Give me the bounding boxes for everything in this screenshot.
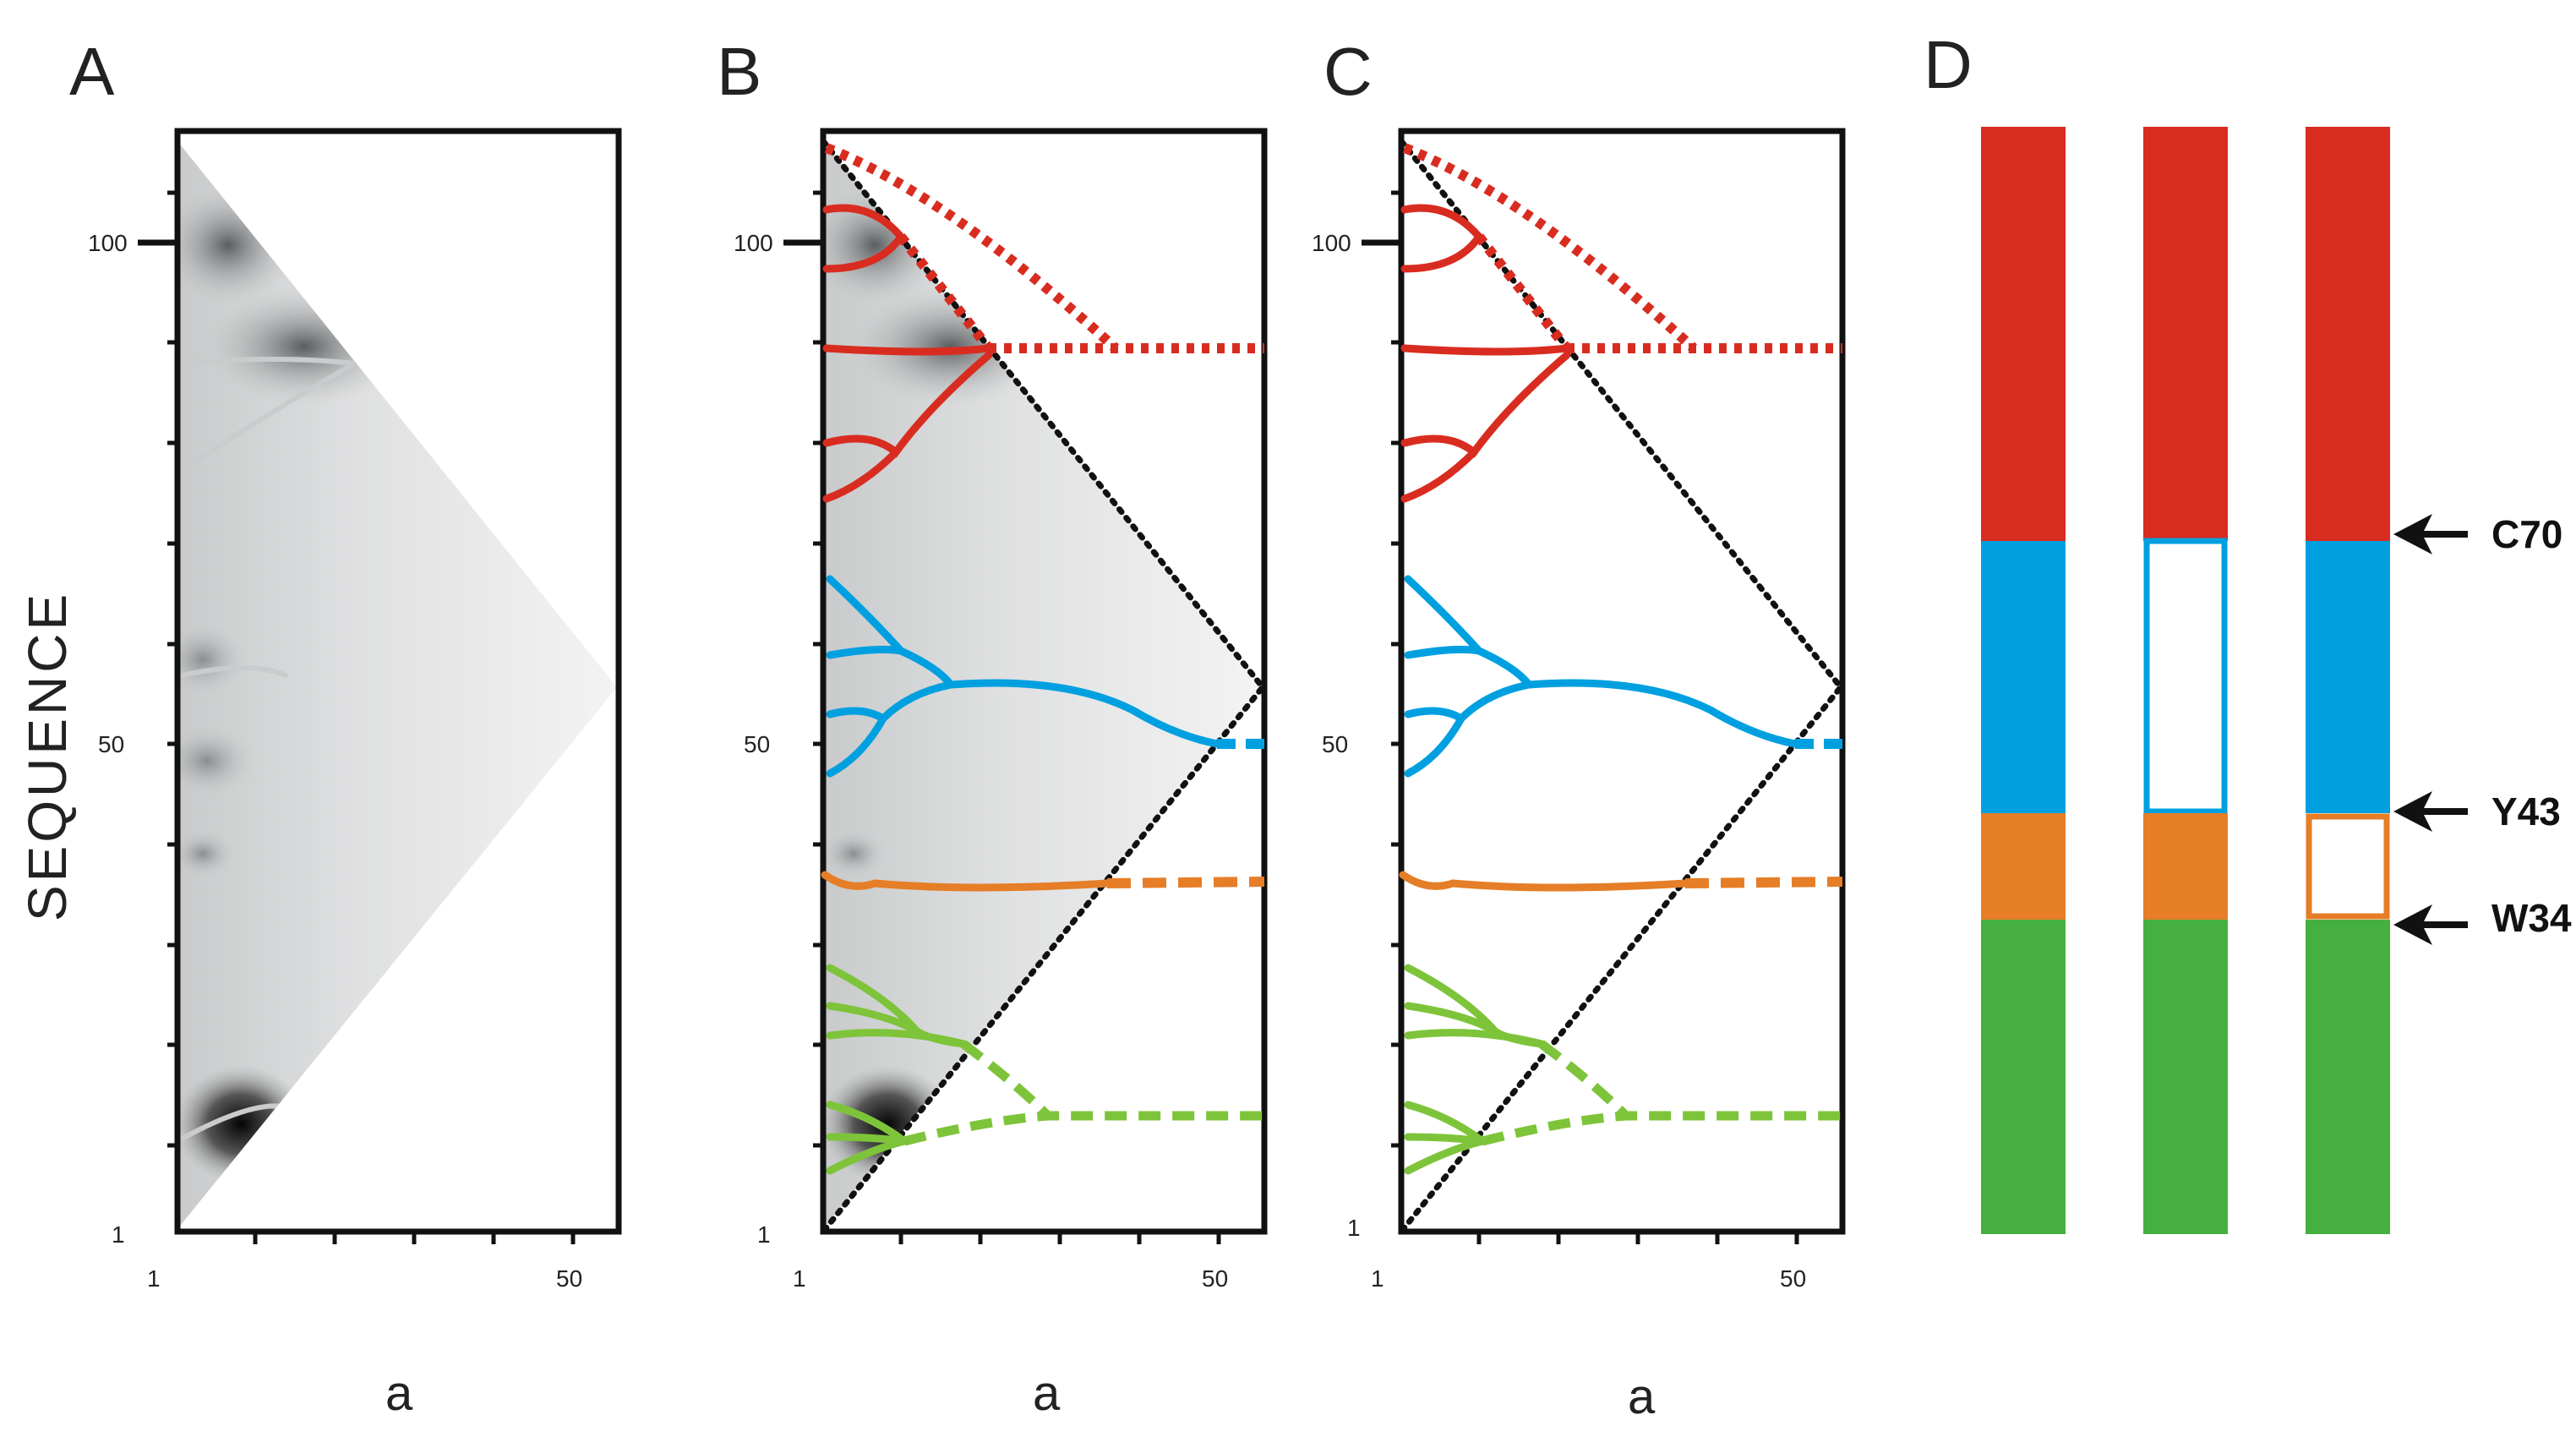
- domain-bar-2: [2143, 127, 2228, 1234]
- x-axis-title-b: a: [1033, 1366, 1061, 1421]
- plot-frame-b: [820, 128, 1268, 1235]
- x-tick-1-b: 1: [793, 1265, 806, 1292]
- domain-green: [2143, 920, 2228, 1234]
- marker-label-y43: Y43: [2491, 790, 2561, 833]
- green-ridges-c: [1404, 964, 1546, 1175]
- arrow-left-icon: [2393, 904, 2432, 945]
- marker-y43: Y43: [2393, 790, 2561, 833]
- y-tick-1-b: 1: [757, 1221, 771, 1248]
- y-tick-50-a: 50: [98, 731, 124, 757]
- x-axis-title-c: a: [1628, 1369, 1656, 1424]
- arrow-left-icon: [2393, 514, 2432, 555]
- x-tick-50-c: 50: [1780, 1265, 1806, 1292]
- x-tick-50-b: 50: [1202, 1265, 1228, 1292]
- domain-blue: [1981, 541, 2066, 813]
- x-tick-1-a: 1: [147, 1265, 161, 1292]
- cwt-heatmap-a: [177, 141, 617, 1229]
- panel-b: B: [717, 34, 1268, 1421]
- panel-a: A 100 50 1 1: [17, 34, 622, 1421]
- panel-d: D C70 Y43: [1924, 27, 2572, 1234]
- arrow-left-icon: [2393, 791, 2432, 832]
- panel-label-a: A: [69, 34, 115, 109]
- domain-blue: [2306, 541, 2390, 813]
- orange-ridge-b: [821, 871, 1111, 892]
- domain-orange: [1981, 813, 2066, 920]
- y-tick-100-a: 100: [88, 230, 128, 256]
- y-tick-1-c: 1: [1347, 1215, 1361, 1241]
- domain-green: [2306, 920, 2390, 1234]
- x-tick-50-a: 50: [556, 1265, 582, 1292]
- y-tick-50-b: 50: [744, 731, 770, 757]
- marker-w34: W34: [2393, 896, 2572, 945]
- orange-ridge-dashed-b: [1106, 877, 1265, 888]
- domain-green: [1981, 920, 2066, 1234]
- y-tick-50-c: 50: [1322, 731, 1348, 757]
- panel-label-b: B: [717, 34, 761, 109]
- green-ridges-dashed-c: [1481, 1040, 1842, 1146]
- domain-bar-3: [2306, 127, 2390, 1234]
- red-ridges-c: [1400, 204, 1571, 503]
- domain-red: [1981, 127, 2066, 541]
- domain-orange-removed: [2306, 813, 2390, 920]
- panel-label-c: C: [1323, 34, 1373, 109]
- blue-ridges-c: [1404, 575, 1799, 778]
- domain-red: [2306, 127, 2390, 541]
- blue-ridges-b: [826, 575, 1221, 778]
- x-tick-1-c: 1: [1371, 1265, 1384, 1292]
- orange-ridge-c: [1399, 871, 1689, 892]
- panel-label-d: D: [1924, 27, 1973, 102]
- y-tick-1-a: 1: [112, 1221, 125, 1248]
- plot-frame-a: [174, 128, 622, 1235]
- panel-c: C: [1312, 34, 1846, 1424]
- green-ridges-dashed-b: [903, 1040, 1264, 1146]
- marker-label-c70: C70: [2491, 512, 2562, 556]
- green-ridges-b: [826, 964, 968, 1175]
- x-axis-title-a: a: [385, 1366, 413, 1421]
- red-ridges-dotted-c: [1402, 143, 1842, 353]
- y-tick-100-c: 100: [1312, 230, 1351, 256]
- marker-c70: C70: [2393, 512, 2562, 556]
- plot-frame-c: [1398, 128, 1846, 1235]
- domain-orange: [2143, 813, 2228, 920]
- domain-red: [2143, 127, 2228, 541]
- marker-label-w34: W34: [2491, 896, 2572, 940]
- domain-blue-removed: [2143, 538, 2228, 815]
- domain-bar-1: [1981, 127, 2066, 1234]
- red-ridges-dotted-b: [824, 143, 1264, 353]
- y-axis-title: SEQUENCE: [17, 591, 78, 921]
- y-tick-100-b: 100: [734, 230, 773, 256]
- orange-ridge-dashed-c: [1684, 877, 1843, 888]
